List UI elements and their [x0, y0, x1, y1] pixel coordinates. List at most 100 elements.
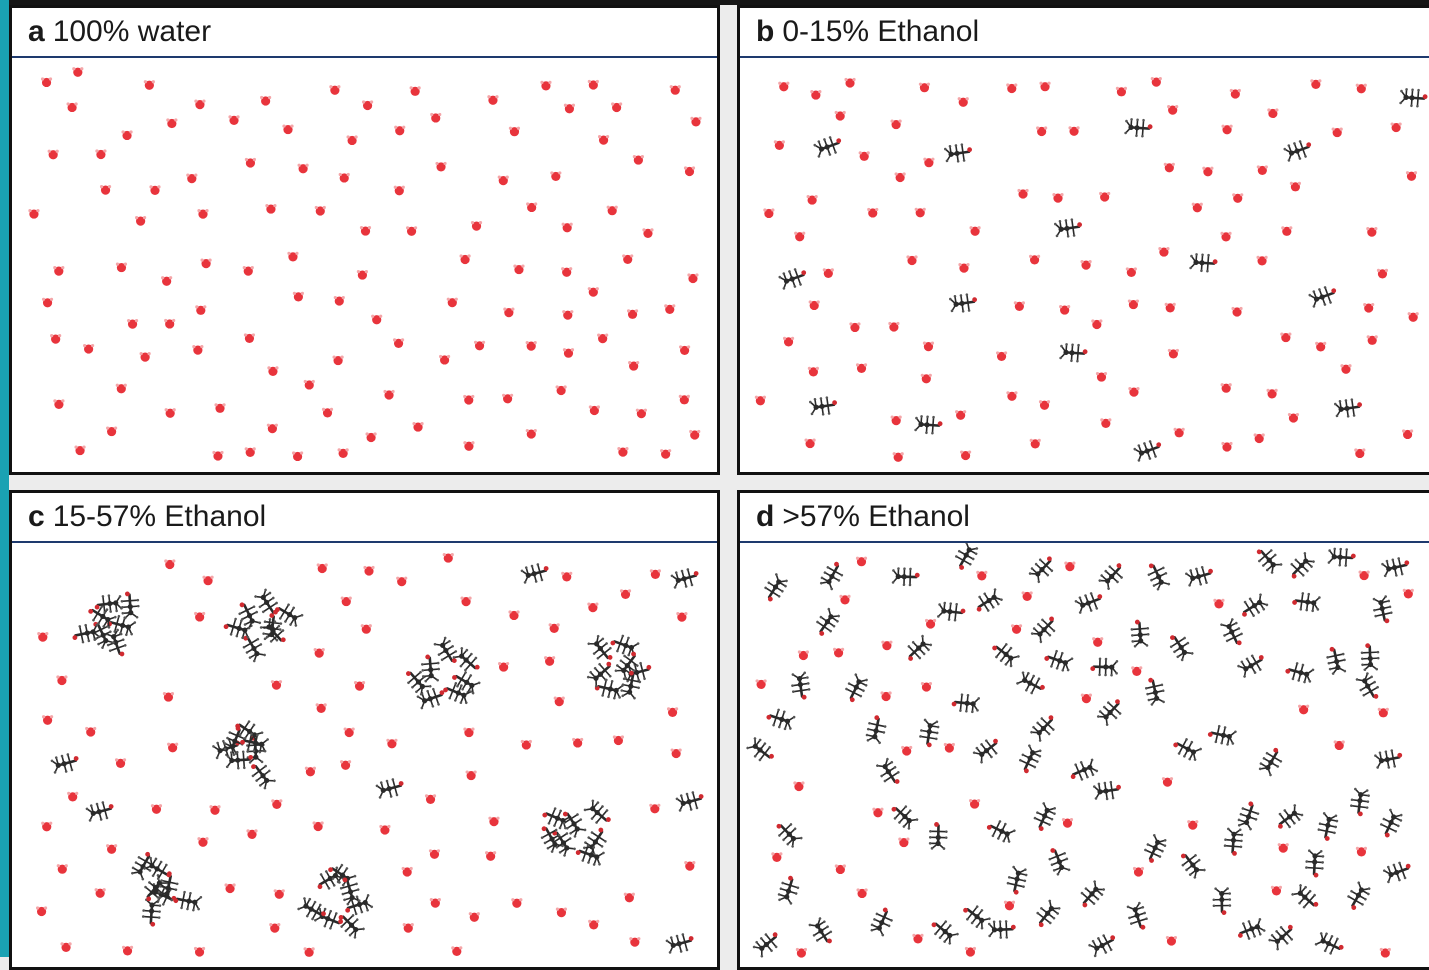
- water-molecule-icon: [228, 115, 239, 125]
- ethanol-molecule-icon: [375, 776, 407, 801]
- water-molecule-icon: [513, 264, 524, 274]
- water-molecule-icon: [588, 920, 599, 930]
- water-molecule-icon: [597, 334, 608, 344]
- water-molecule-icon: [1310, 79, 1321, 89]
- water-molecule-icon: [466, 770, 477, 780]
- ethanol-molecule-icon: [1343, 880, 1373, 913]
- ethanol-molecule-icon: [918, 718, 941, 748]
- water-molecule-icon: [127, 319, 138, 329]
- water-molecule-icon: [402, 867, 413, 877]
- water-molecule-icon: [60, 942, 71, 952]
- water-molecule-icon: [274, 889, 285, 899]
- water-molecule-icon: [778, 82, 789, 92]
- water-molecule-icon: [42, 715, 53, 725]
- water-molecule-icon: [540, 81, 551, 91]
- water-molecule-icon: [671, 748, 682, 758]
- ethanol-molecule-icon: [1236, 591, 1269, 622]
- water-molecule-icon: [365, 432, 376, 442]
- water-molecule-icon: [771, 852, 782, 862]
- water-molecule-icon: [74, 445, 85, 455]
- water-molecule-icon: [958, 97, 969, 107]
- water-molecule-icon: [287, 252, 298, 262]
- water-molecule-icon: [212, 451, 223, 461]
- water-molecule-icon: [1039, 400, 1050, 410]
- ethanol-molecule-icon: [927, 915, 960, 947]
- water-molecule-icon: [807, 195, 818, 205]
- ethanol-molecule-icon: [1096, 559, 1128, 592]
- ethanol-molecule-icon: [1095, 695, 1127, 728]
- panel-a-molecules-svg: [12, 58, 717, 472]
- water-molecule-icon: [1006, 391, 1017, 401]
- panel-b-header: b 0-15% Ethanol: [740, 8, 1429, 58]
- water-molecule-icon: [804, 438, 815, 448]
- panel-b-letter: b: [756, 15, 774, 49]
- water-molecule-icon: [589, 405, 600, 415]
- water-molecule-icon: [502, 394, 513, 404]
- water-molecule-icon: [891, 119, 902, 129]
- water-molecule-icon: [106, 844, 117, 854]
- ethanol-molecule-icon: [1289, 882, 1322, 914]
- ethanol-molecule-icon: [751, 928, 784, 960]
- water-molecule-icon: [1256, 256, 1267, 266]
- water-molecule-icon: [195, 305, 206, 315]
- water-molecule-icon: [958, 263, 969, 273]
- water-molecule-icon: [354, 681, 365, 691]
- ethanol-molecule-icon: [50, 751, 82, 776]
- ethanol-molecule-icon: [1291, 591, 1321, 613]
- ethanol-molecule-icon: [1029, 612, 1062, 645]
- water-molecule-icon: [1356, 847, 1367, 857]
- ethanol-molecule-icon: [1059, 343, 1088, 363]
- water-molecule-icon: [561, 572, 572, 582]
- water-molecule-icon: [901, 746, 912, 756]
- water-molecule-icon: [50, 334, 61, 344]
- water-molecule-icon: [556, 385, 567, 395]
- water-molecule-icon: [313, 821, 324, 831]
- water-molecule-icon: [224, 883, 235, 893]
- water-molecule-icon: [960, 450, 971, 460]
- water-molecule-icon: [554, 697, 565, 707]
- water-molecule-icon: [1174, 428, 1185, 438]
- water-molecule-icon: [629, 937, 640, 947]
- water-molecule-icon: [627, 309, 638, 319]
- water-molecule-icon: [53, 399, 64, 409]
- water-molecule-icon: [410, 86, 421, 96]
- water-molecule-icon: [808, 367, 819, 377]
- water-molecule-icon: [923, 342, 934, 352]
- water-molecule-icon: [42, 298, 53, 308]
- water-molecule-icon: [1022, 591, 1033, 601]
- water-molecule-icon: [149, 185, 160, 195]
- ethanol-molecule-icon: [1028, 711, 1061, 744]
- water-molecule-icon: [856, 557, 867, 567]
- water-molecule-icon: [163, 692, 174, 702]
- ethanol-molecule-icon: [1090, 657, 1118, 676]
- water-molecule-icon: [430, 113, 441, 123]
- water-molecule-icon: [620, 589, 631, 599]
- ethanol-molecule-icon: [1370, 595, 1394, 626]
- ethanol-molecule-icon: [1124, 901, 1150, 933]
- water-molecule-icon: [503, 308, 514, 318]
- water-molecule-icon: [394, 126, 405, 136]
- water-molecule-icon: [1340, 364, 1351, 374]
- panel-d-molecule-field: [740, 543, 1429, 967]
- water-molecule-icon: [550, 171, 561, 181]
- water-molecule-icon: [100, 185, 111, 195]
- water-molecule-icon: [1164, 163, 1175, 173]
- water-molecule-icon: [383, 390, 394, 400]
- ethanol-molecule-icon: [337, 874, 363, 906]
- water-molecule-icon: [363, 566, 374, 576]
- ethanol-molecule-icon: [1067, 756, 1100, 784]
- ethanol-molecule-icon: [944, 142, 974, 164]
- water-molecule-icon: [572, 738, 583, 748]
- water-molecule-icon: [1359, 570, 1370, 580]
- ethanol-molecule-icon: [85, 799, 117, 824]
- water-molecule-icon: [471, 221, 482, 231]
- water-molecule-icon: [57, 864, 68, 874]
- water-molecule-icon: [588, 287, 599, 297]
- water-molecule-icon: [549, 623, 560, 633]
- ethanol-molecule-icon: [670, 566, 702, 591]
- ethanol-molecule-icon: [901, 633, 934, 666]
- water-molecule-icon: [1096, 372, 1107, 382]
- ethanol-molecule-icon: [593, 676, 624, 700]
- water-molecule-icon: [1271, 886, 1282, 896]
- water-molecule-icon: [269, 923, 280, 933]
